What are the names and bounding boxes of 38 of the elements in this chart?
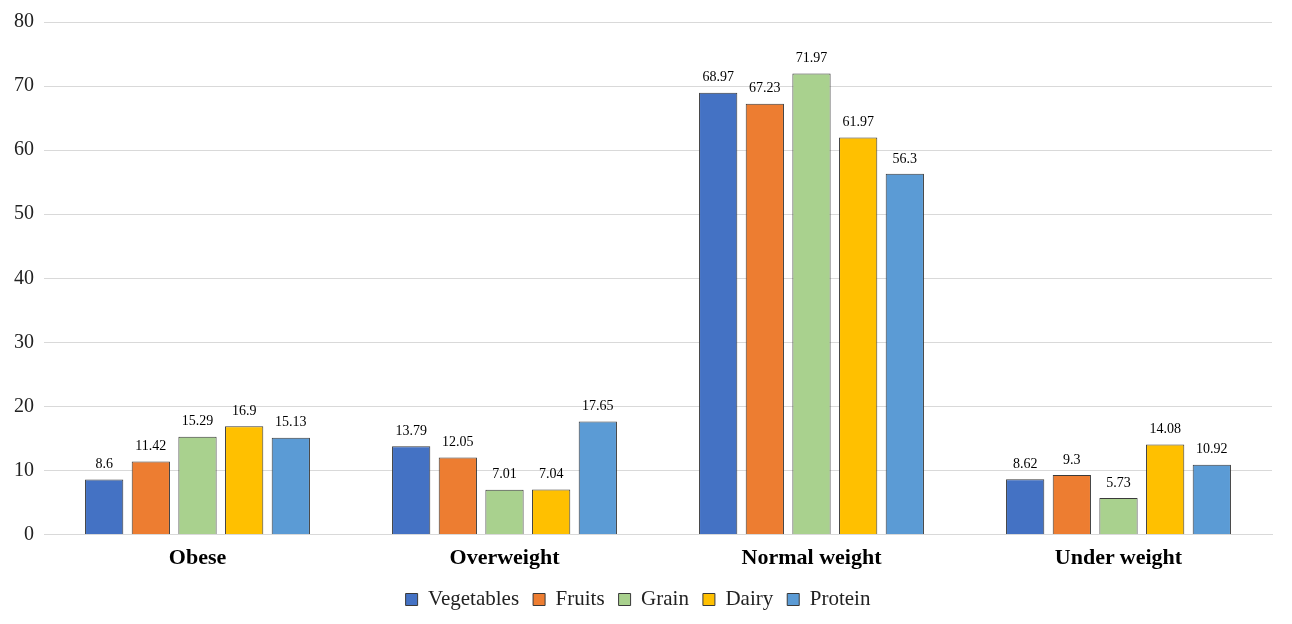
data-label: 11.42 [135, 438, 167, 454]
y-tick-label: 70 [14, 73, 34, 96]
y-tick-label: 50 [14, 201, 34, 224]
data-label: 17.65 [582, 398, 614, 414]
data-label: 67.23 [749, 80, 781, 96]
x-tick-label: Overweight [449, 544, 561, 570]
data-label: 12.05 [442, 434, 474, 450]
data-label: 8.6 [95, 456, 113, 472]
y-tick-label: 30 [14, 329, 34, 352]
data-label: 7.04 [538, 466, 564, 482]
y-tick-label: 0 [24, 521, 34, 544]
y-tick-label: 10 [14, 457, 34, 480]
x-tick-label: Obese [168, 544, 227, 570]
data-label: 9.3 [1063, 451, 1081, 467]
y-tick-label: 40 [14, 265, 34, 288]
legend-label: Dairy [725, 586, 774, 611]
legend-label: Protein [809, 586, 871, 611]
x-tick-label: Normal weight [741, 544, 883, 570]
data-label: 5.73 [1106, 474, 1131, 490]
data-label: 16.9 [231, 402, 257, 418]
data-label: 68.97 [702, 69, 734, 85]
data-label: 71.97 [795, 50, 828, 66]
data-label: 14.08 [1149, 421, 1181, 437]
data-label: 61.97 [842, 114, 874, 130]
legend-label: Fruits [555, 586, 605, 611]
y-tick-label: 60 [14, 137, 34, 160]
data-label: 8.62 [1012, 456, 1038, 472]
data-label: 56.3 [892, 150, 918, 166]
y-tick-label: 80 [14, 9, 34, 32]
legend-label: Vegetables [428, 586, 520, 611]
data-label: 15.13 [275, 414, 307, 430]
data-label: 7.01 [492, 466, 517, 482]
legend-label: Grain [641, 586, 690, 611]
data-label: 10.92 [1196, 441, 1228, 457]
data-label: 15.29 [181, 413, 214, 429]
x-tick-label: Under weight [1054, 544, 1183, 570]
y-tick-label: 20 [14, 393, 34, 416]
data-label: 13.79 [395, 422, 427, 438]
